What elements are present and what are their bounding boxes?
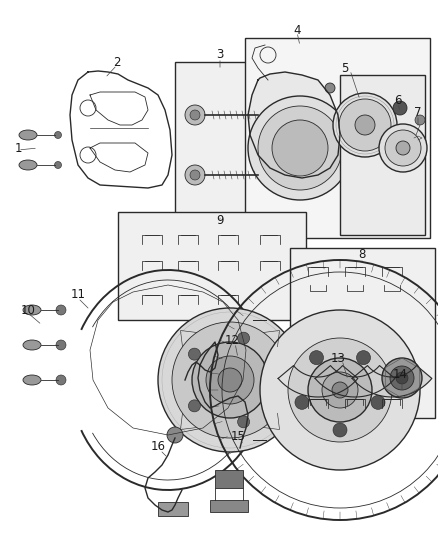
Text: 5: 5: [341, 61, 349, 75]
Circle shape: [190, 170, 200, 180]
Ellipse shape: [54, 132, 61, 139]
Circle shape: [295, 395, 309, 409]
Ellipse shape: [23, 340, 41, 350]
Circle shape: [258, 106, 342, 190]
Text: 9: 9: [216, 214, 224, 227]
Circle shape: [288, 338, 392, 442]
Text: 12: 12: [225, 334, 240, 346]
Text: 11: 11: [71, 288, 85, 302]
Circle shape: [396, 372, 408, 384]
Circle shape: [206, 356, 254, 404]
Circle shape: [333, 93, 397, 157]
Circle shape: [167, 427, 183, 443]
Ellipse shape: [54, 161, 61, 168]
Bar: [175, 62, 270, 222]
Text: 2: 2: [113, 55, 121, 69]
Circle shape: [248, 96, 352, 200]
Text: 4: 4: [293, 23, 301, 36]
Circle shape: [332, 382, 348, 398]
Circle shape: [192, 342, 268, 418]
Circle shape: [310, 351, 324, 365]
Text: 10: 10: [21, 303, 35, 317]
Bar: [215, 470, 243, 488]
Bar: [210, 500, 248, 512]
Text: 14: 14: [392, 368, 407, 382]
Circle shape: [355, 115, 375, 135]
Circle shape: [56, 340, 66, 350]
Circle shape: [268, 374, 280, 386]
Ellipse shape: [19, 160, 37, 170]
Circle shape: [371, 395, 385, 409]
Text: 8: 8: [358, 248, 366, 262]
Circle shape: [56, 375, 66, 385]
Circle shape: [396, 141, 410, 155]
Bar: [290, 248, 435, 418]
Circle shape: [158, 308, 302, 452]
Ellipse shape: [19, 130, 37, 140]
Text: 3: 3: [216, 49, 224, 61]
Circle shape: [188, 400, 201, 412]
Polygon shape: [278, 366, 358, 397]
Bar: [340, 75, 425, 235]
Circle shape: [185, 165, 205, 185]
Text: 1: 1: [14, 141, 22, 155]
Circle shape: [379, 124, 427, 172]
Text: 13: 13: [331, 351, 346, 365]
Circle shape: [188, 348, 201, 360]
Text: 16: 16: [151, 440, 166, 454]
Bar: [118, 212, 306, 320]
Bar: [158, 502, 188, 516]
Circle shape: [172, 322, 288, 438]
Circle shape: [322, 372, 358, 408]
Circle shape: [185, 105, 205, 125]
Circle shape: [237, 416, 250, 428]
Text: 6: 6: [394, 93, 402, 107]
Circle shape: [254, 169, 266, 181]
Polygon shape: [248, 72, 340, 178]
Circle shape: [385, 130, 421, 166]
Circle shape: [260, 310, 420, 470]
Polygon shape: [315, 366, 395, 397]
Circle shape: [325, 83, 335, 93]
Circle shape: [272, 120, 328, 176]
Circle shape: [308, 358, 372, 422]
Circle shape: [357, 351, 371, 365]
Circle shape: [333, 423, 347, 437]
Circle shape: [339, 99, 391, 151]
Circle shape: [237, 332, 250, 344]
Circle shape: [390, 366, 414, 390]
Text: 7: 7: [414, 106, 422, 118]
Circle shape: [415, 115, 425, 125]
Text: 15: 15: [230, 431, 245, 443]
Polygon shape: [352, 366, 432, 397]
Circle shape: [393, 101, 407, 115]
Ellipse shape: [23, 375, 41, 385]
Circle shape: [218, 368, 242, 392]
Circle shape: [254, 109, 266, 121]
Circle shape: [56, 305, 66, 315]
Circle shape: [382, 358, 422, 398]
Circle shape: [190, 110, 200, 120]
Ellipse shape: [23, 305, 41, 315]
Bar: [245, 38, 430, 238]
